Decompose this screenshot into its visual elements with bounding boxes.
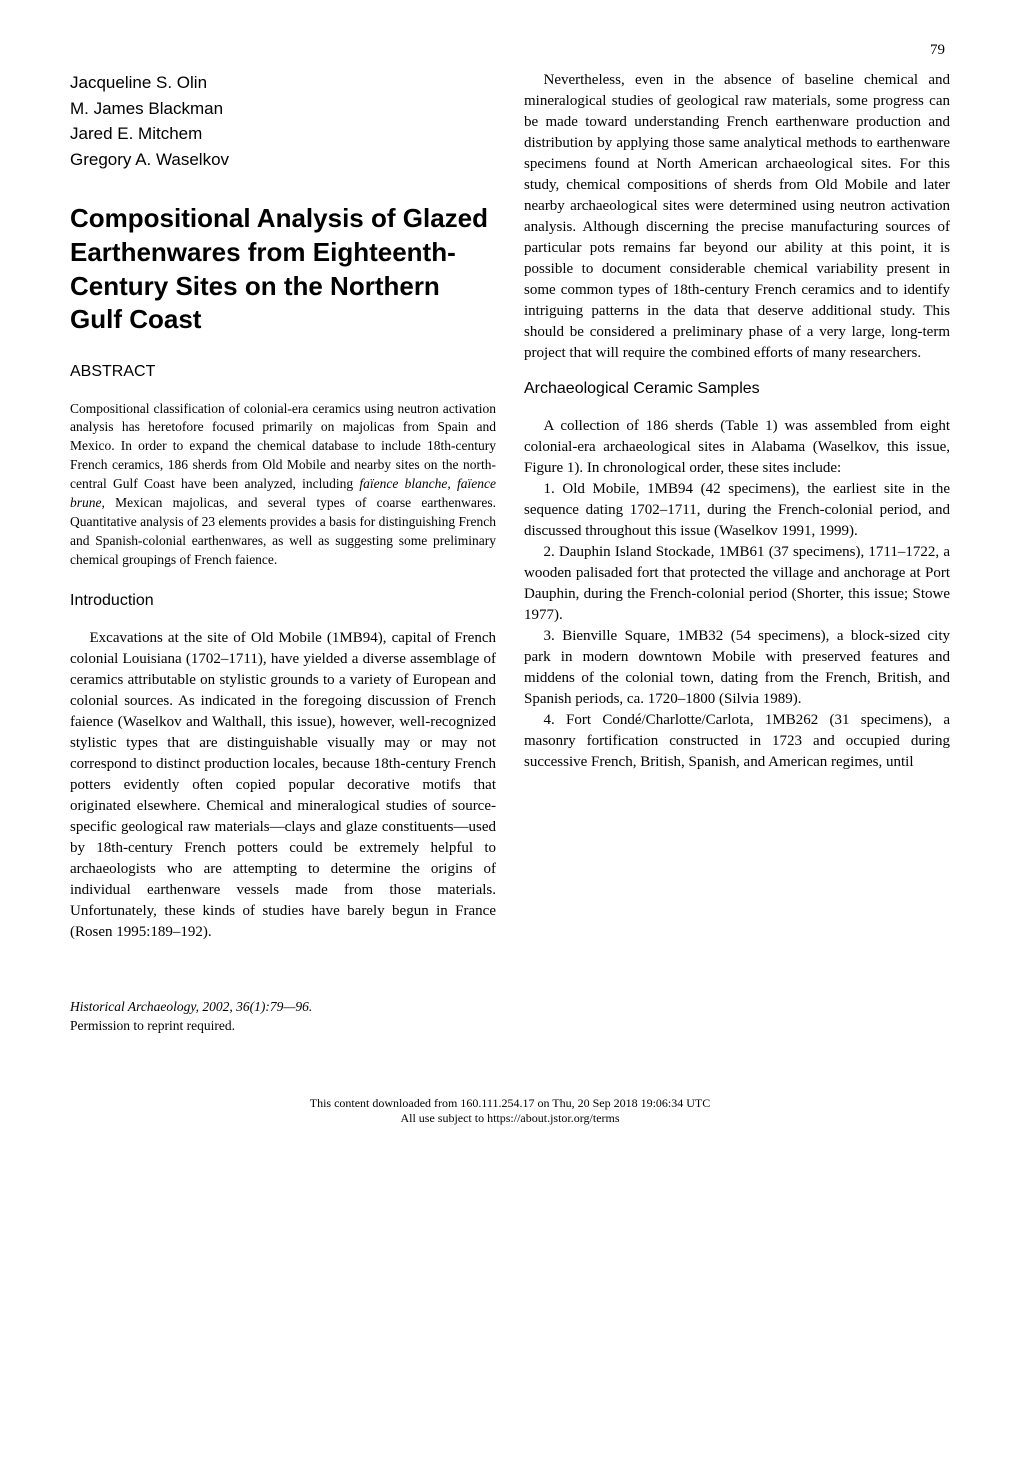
author-name: Gregory A. Waselkov: [70, 147, 496, 173]
spacer: [524, 364, 950, 378]
author-list: Jacqueline S. Olin M. James Blackman Jar…: [70, 70, 496, 172]
archaeological-heading: Archaeological Ceramic Samples: [524, 378, 950, 400]
article-title: Compositional Analysis of Glazed Earthen…: [70, 202, 496, 337]
intro-paragraph: Excavations at the site of Old Mobile (1…: [70, 628, 496, 943]
left-column: Jacqueline S. Olin M. James Blackman Jar…: [70, 70, 496, 943]
arch-list-item: 3. Bienville Square, 1MB32 (54 specimens…: [524, 626, 950, 710]
citation-permission: Permission to reprint required.: [70, 1017, 950, 1036]
citation-journal: Historical Archaeology, 2002, 36(1):79—9…: [70, 998, 950, 1017]
download-footer: This content downloaded from 160.111.254…: [70, 1096, 950, 1127]
abstract-heading: ABSTRACT: [70, 361, 496, 383]
author-name: Jared E. Mitchem: [70, 121, 496, 147]
arch-intro-paragraph: A collection of 186 sherds (Table 1) was…: [524, 416, 950, 479]
arch-list-item: 4. Fort Condé/Charlotte/Carlota, 1MB262 …: [524, 710, 950, 773]
right-column: Nevertheless, even in the absence of bas…: [524, 70, 950, 943]
arch-list-item: 2. Dauphin Island Stockade, 1MB61 (37 sp…: [524, 542, 950, 626]
author-name: M. James Blackman: [70, 96, 496, 122]
download-info: This content downloaded from 160.111.254…: [70, 1096, 950, 1112]
arch-list-item: 1. Old Mobile, 1MB94 (42 specimens), the…: [524, 479, 950, 542]
abstract-text: Compositional classification of colonial…: [70, 400, 496, 570]
two-column-layout: Jacqueline S. Olin M. James Blackman Jar…: [70, 70, 950, 943]
body-paragraph: Nevertheless, even in the absence of bas…: [524, 70, 950, 364]
citation-footer: Historical Archaeology, 2002, 36(1):79—9…: [70, 998, 950, 1036]
terms-link: All use subject to https://about.jstor.o…: [70, 1111, 950, 1127]
author-name: Jacqueline S. Olin: [70, 70, 496, 96]
page-number: 79: [930, 40, 945, 61]
introduction-heading: Introduction: [70, 590, 496, 612]
